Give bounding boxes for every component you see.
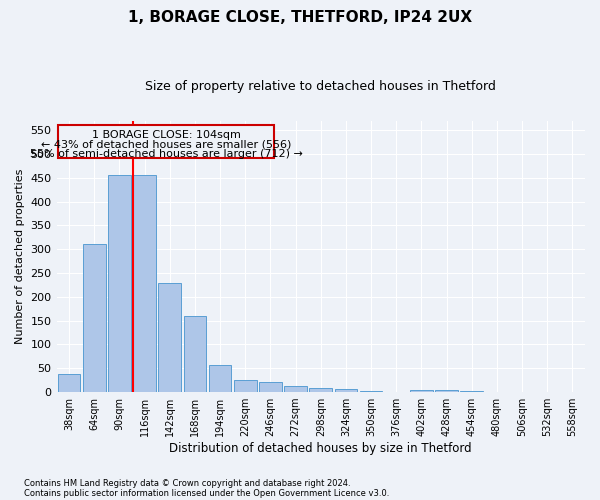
Text: Contains public sector information licensed under the Open Government Licence v3: Contains public sector information licen… — [24, 488, 389, 498]
Bar — [58, 374, 80, 392]
Bar — [460, 391, 483, 392]
Text: Contains HM Land Registry data © Crown copyright and database right 2024.: Contains HM Land Registry data © Crown c… — [24, 478, 350, 488]
Bar — [158, 284, 181, 392]
Bar — [410, 390, 433, 392]
Text: 1 BORAGE CLOSE: 104sqm: 1 BORAGE CLOSE: 104sqm — [92, 130, 241, 140]
Bar — [310, 388, 332, 392]
Bar — [209, 365, 232, 392]
Text: ← 43% of detached houses are smaller (556): ← 43% of detached houses are smaller (55… — [41, 140, 291, 149]
Text: 55% of semi-detached houses are larger (712) →: 55% of semi-detached houses are larger (… — [29, 149, 302, 159]
Bar — [133, 176, 156, 392]
FancyBboxPatch shape — [58, 126, 274, 158]
Bar — [83, 244, 106, 392]
Text: 1, BORAGE CLOSE, THETFORD, IP24 2UX: 1, BORAGE CLOSE, THETFORD, IP24 2UX — [128, 10, 472, 25]
Bar — [234, 380, 257, 392]
X-axis label: Distribution of detached houses by size in Thetford: Distribution of detached houses by size … — [169, 442, 472, 455]
Bar — [360, 391, 382, 392]
Bar — [335, 389, 357, 392]
Bar — [435, 390, 458, 392]
Bar — [108, 176, 131, 392]
Y-axis label: Number of detached properties: Number of detached properties — [15, 168, 25, 344]
Bar — [184, 316, 206, 392]
Title: Size of property relative to detached houses in Thetford: Size of property relative to detached ho… — [145, 80, 496, 93]
Bar — [284, 386, 307, 392]
Bar — [259, 382, 282, 392]
